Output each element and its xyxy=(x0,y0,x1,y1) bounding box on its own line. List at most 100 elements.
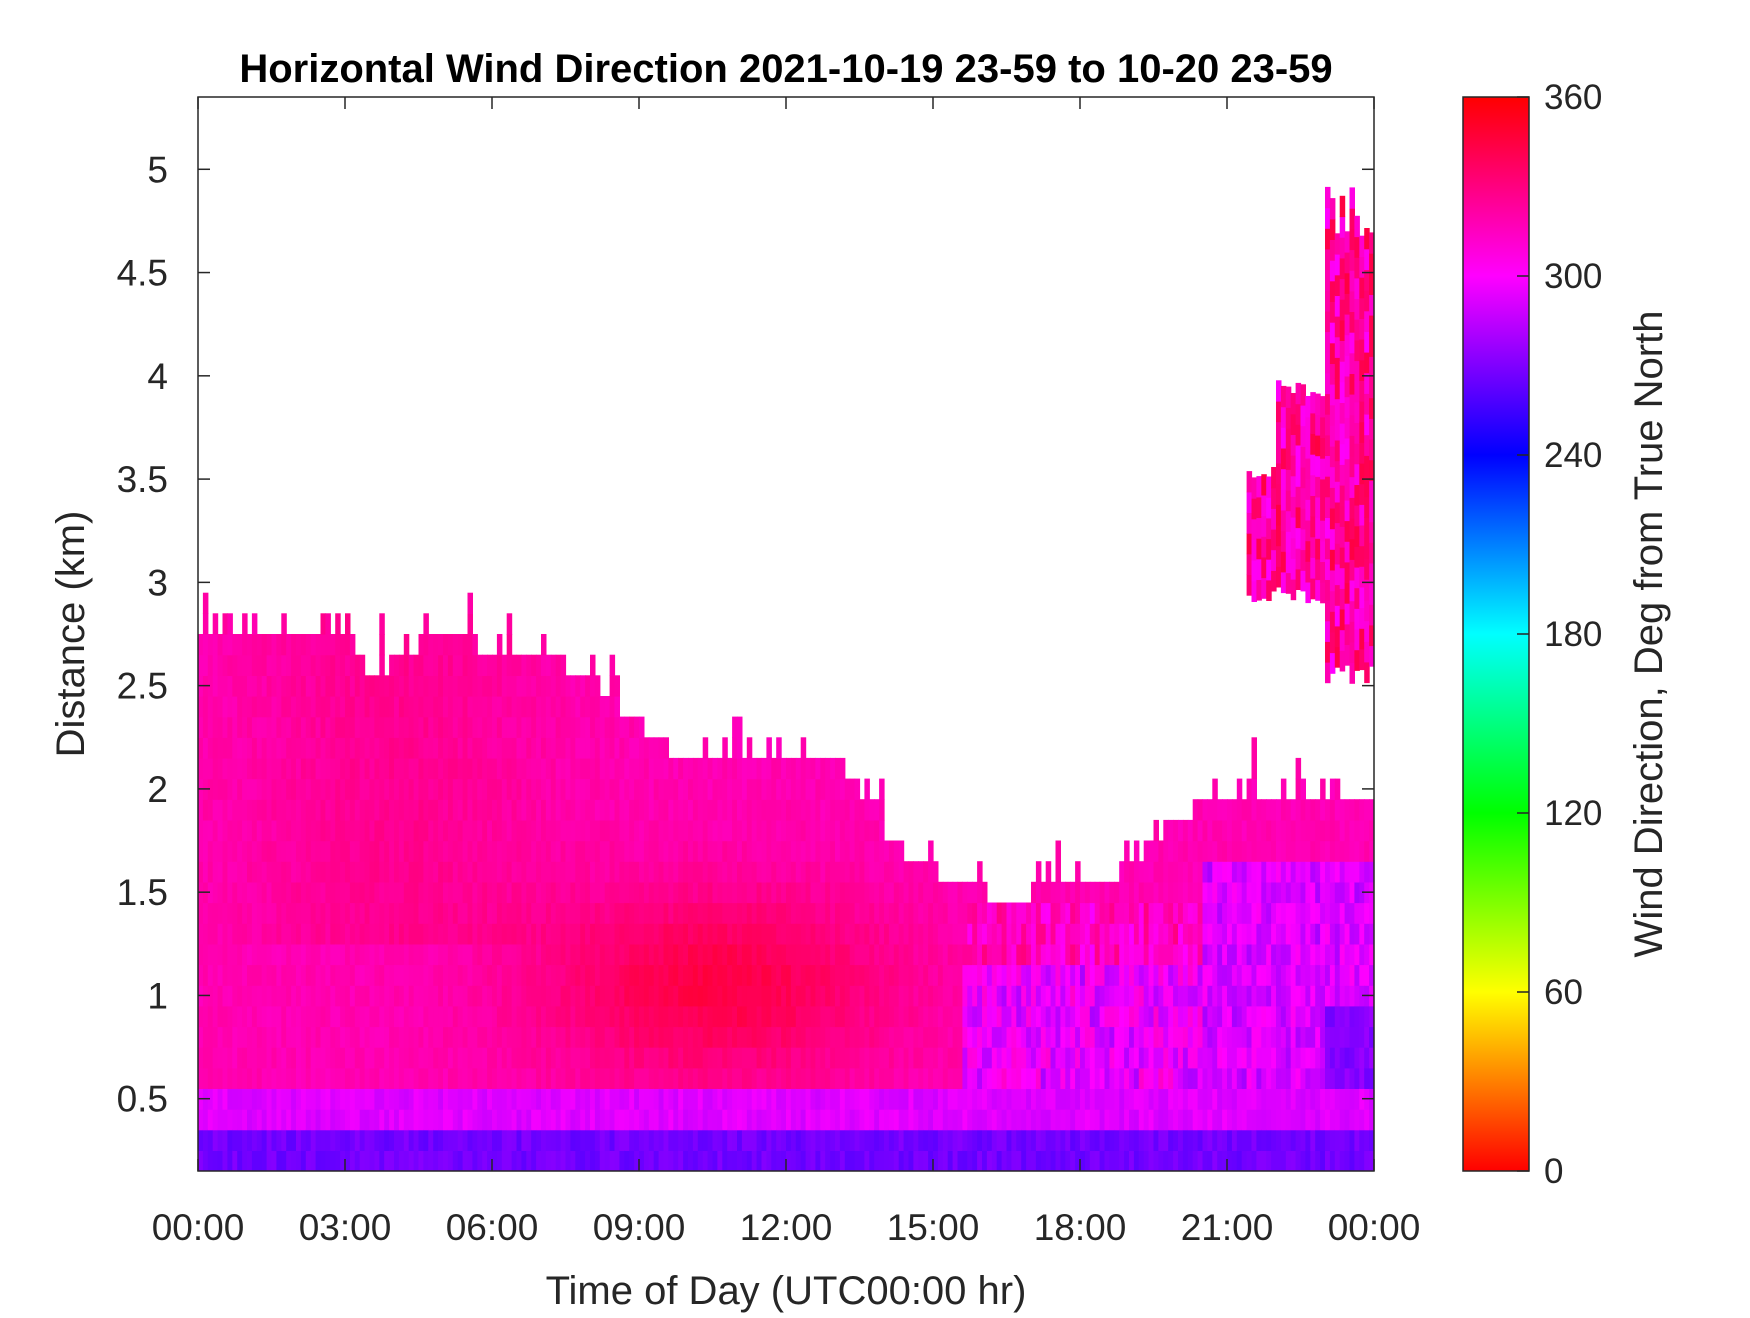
heatmap-cell xyxy=(1212,1026,1218,1048)
heatmap-cell xyxy=(594,1088,601,1110)
heatmap-cell xyxy=(398,1067,405,1089)
heatmap-cell xyxy=(251,634,258,656)
heatmap-cell xyxy=(653,819,660,842)
heatmap-cell xyxy=(800,1005,807,1028)
heatmap-cell xyxy=(795,840,802,862)
heatmap-cell xyxy=(962,1026,968,1048)
heatmap-cell xyxy=(467,923,473,945)
heatmap-cell xyxy=(893,1047,900,1069)
heatmap-cell xyxy=(673,840,679,862)
heatmap-cell xyxy=(712,1129,718,1151)
heatmap-cell xyxy=(874,881,880,904)
heatmap-cell xyxy=(1369,861,1374,883)
heatmap-cell xyxy=(1280,799,1287,821)
heatmap-cell xyxy=(271,1026,277,1048)
heatmap-cell xyxy=(364,923,371,945)
heatmap-cell xyxy=(256,1005,263,1028)
heatmap-cell xyxy=(977,1150,983,1171)
heatmap-cell xyxy=(1158,1109,1164,1131)
heatmap-cell xyxy=(1026,902,1032,924)
heatmap-cell xyxy=(1133,1067,1140,1089)
heatmap-cell xyxy=(389,1005,395,1028)
heatmap-cell xyxy=(879,1047,885,1069)
heatmap-cell xyxy=(707,1150,714,1171)
heatmap-cell xyxy=(256,654,263,676)
heatmap-cell xyxy=(1344,1109,1351,1131)
heatmap-cell xyxy=(1266,559,1272,581)
heatmap-cell xyxy=(947,943,954,966)
heatmap-cell xyxy=(335,902,341,924)
heatmap-cell xyxy=(374,1067,380,1089)
heatmap-cell xyxy=(242,1109,248,1131)
heatmap-cell xyxy=(771,1047,777,1069)
heatmap-cell xyxy=(1320,819,1326,842)
heatmap-cell xyxy=(369,1109,375,1131)
heatmap-cell xyxy=(1359,1047,1365,1069)
heatmap-cell xyxy=(908,861,914,883)
heatmap-cell xyxy=(296,902,302,924)
heatmap-cell xyxy=(639,861,645,883)
heatmap-cell xyxy=(428,799,434,821)
heatmap-cell xyxy=(746,1047,753,1069)
heatmap-cell xyxy=(315,1067,322,1089)
heatmap-cell xyxy=(340,943,346,966)
heatmap-cell xyxy=(1300,881,1306,904)
heatmap-cell xyxy=(340,1005,346,1028)
heatmap-cell xyxy=(413,1088,420,1110)
heatmap-cell xyxy=(227,778,233,800)
heatmap-cell xyxy=(937,985,944,1007)
heatmap-cell xyxy=(300,1005,307,1028)
heatmap-cell xyxy=(977,881,983,904)
heatmap-cell xyxy=(884,1067,890,1089)
heatmap-cell xyxy=(756,964,763,986)
heatmap-cell xyxy=(251,1026,258,1048)
heatmap-cell xyxy=(1359,840,1365,862)
heatmap-cell xyxy=(1187,840,1194,862)
heatmap-cell xyxy=(1285,1067,1292,1089)
heatmap-cell xyxy=(570,1129,576,1151)
heatmap-cell xyxy=(1129,1005,1135,1028)
heatmap-cell xyxy=(717,902,723,924)
heatmap-cell xyxy=(242,840,248,862)
heatmap-cell xyxy=(521,1047,527,1069)
heatmap-cell xyxy=(477,985,483,1007)
heatmap-cell xyxy=(217,696,224,718)
heatmap-cell xyxy=(1158,1005,1164,1028)
heatmap-cell xyxy=(697,778,704,800)
heatmap-cell xyxy=(1280,819,1287,842)
heatmap-cell xyxy=(222,1088,228,1110)
heatmap-cell xyxy=(403,840,410,862)
heatmap-cell xyxy=(330,819,336,842)
heatmap-cell xyxy=(1261,902,1267,924)
heatmap-cell xyxy=(217,923,224,945)
heatmap-cell xyxy=(1143,1026,1150,1048)
heatmap-cell xyxy=(560,819,567,842)
heatmap-cell xyxy=(281,819,287,842)
heatmap-cell xyxy=(364,778,371,800)
heatmap-cell xyxy=(492,1047,498,1069)
heatmap-cell xyxy=(717,1088,723,1110)
heatmap-cell xyxy=(217,861,224,883)
heatmap-cell xyxy=(776,778,782,800)
heatmap-cell xyxy=(379,716,385,738)
heatmap-cell xyxy=(457,943,464,966)
heatmap-cell xyxy=(1359,819,1365,842)
heatmap-cell xyxy=(766,799,772,821)
heatmap-cell xyxy=(756,840,763,862)
heatmap-cell xyxy=(771,778,777,800)
heatmap-cell xyxy=(276,675,282,697)
heatmap-cell xyxy=(1016,1088,1022,1110)
heatmap-cell xyxy=(506,1026,513,1048)
heatmap-cell xyxy=(820,840,826,862)
heatmap-cell xyxy=(1119,1129,1125,1151)
heatmap-cell xyxy=(1320,964,1326,986)
heatmap-cell xyxy=(217,1047,224,1069)
heatmap-cell xyxy=(1256,579,1262,601)
heatmap-cell xyxy=(291,799,297,821)
heatmap-cell xyxy=(286,778,292,800)
heatmap-cell xyxy=(604,985,611,1007)
heatmap-cell xyxy=(286,654,292,676)
heatmap-cell xyxy=(271,1129,277,1151)
heatmap-cell xyxy=(1075,943,1081,966)
